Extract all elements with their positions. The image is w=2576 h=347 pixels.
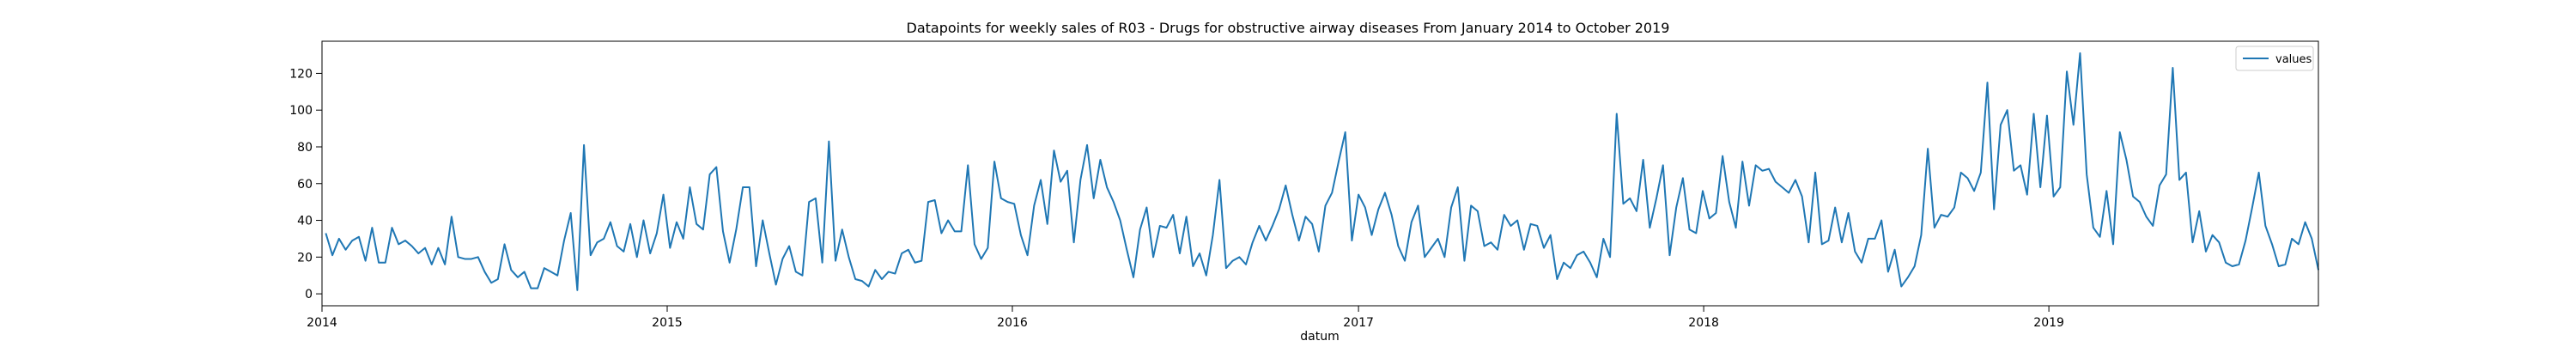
y-tick-label: 120 — [289, 67, 313, 81]
x-tick-label: 2015 — [652, 316, 683, 330]
y-axis: 0 20 40 60 80 100 120 — [289, 67, 322, 301]
x-axis: 2014 2015 2016 2017 2018 2019 — [307, 306, 2064, 330]
y-tick-label: 20 — [297, 251, 313, 265]
plot-frame — [321, 40, 2319, 307]
series-line-values — [325, 52, 2319, 291]
x-tick-label: 2018 — [1688, 316, 1719, 330]
legend: values — [2235, 46, 2314, 71]
y-tick-label: 40 — [297, 215, 313, 228]
legend-label: values — [2275, 53, 2312, 66]
x-axis-label: datum — [1300, 330, 1339, 344]
x-tick-label: 2017 — [1343, 316, 1374, 330]
x-tick-label: 2019 — [2033, 316, 2064, 330]
legend-box — [2235, 46, 2314, 71]
chart-title: Datapoints for weekly sales of R03 - Dru… — [907, 20, 1670, 36]
y-tick-label: 80 — [297, 141, 313, 155]
y-tick-label: 60 — [297, 178, 313, 192]
x-tick-label: 2014 — [307, 316, 337, 330]
x-tick-label: 2016 — [997, 316, 1028, 330]
y-tick-label: 0 — [305, 288, 313, 301]
y-tick-label: 100 — [289, 104, 313, 118]
